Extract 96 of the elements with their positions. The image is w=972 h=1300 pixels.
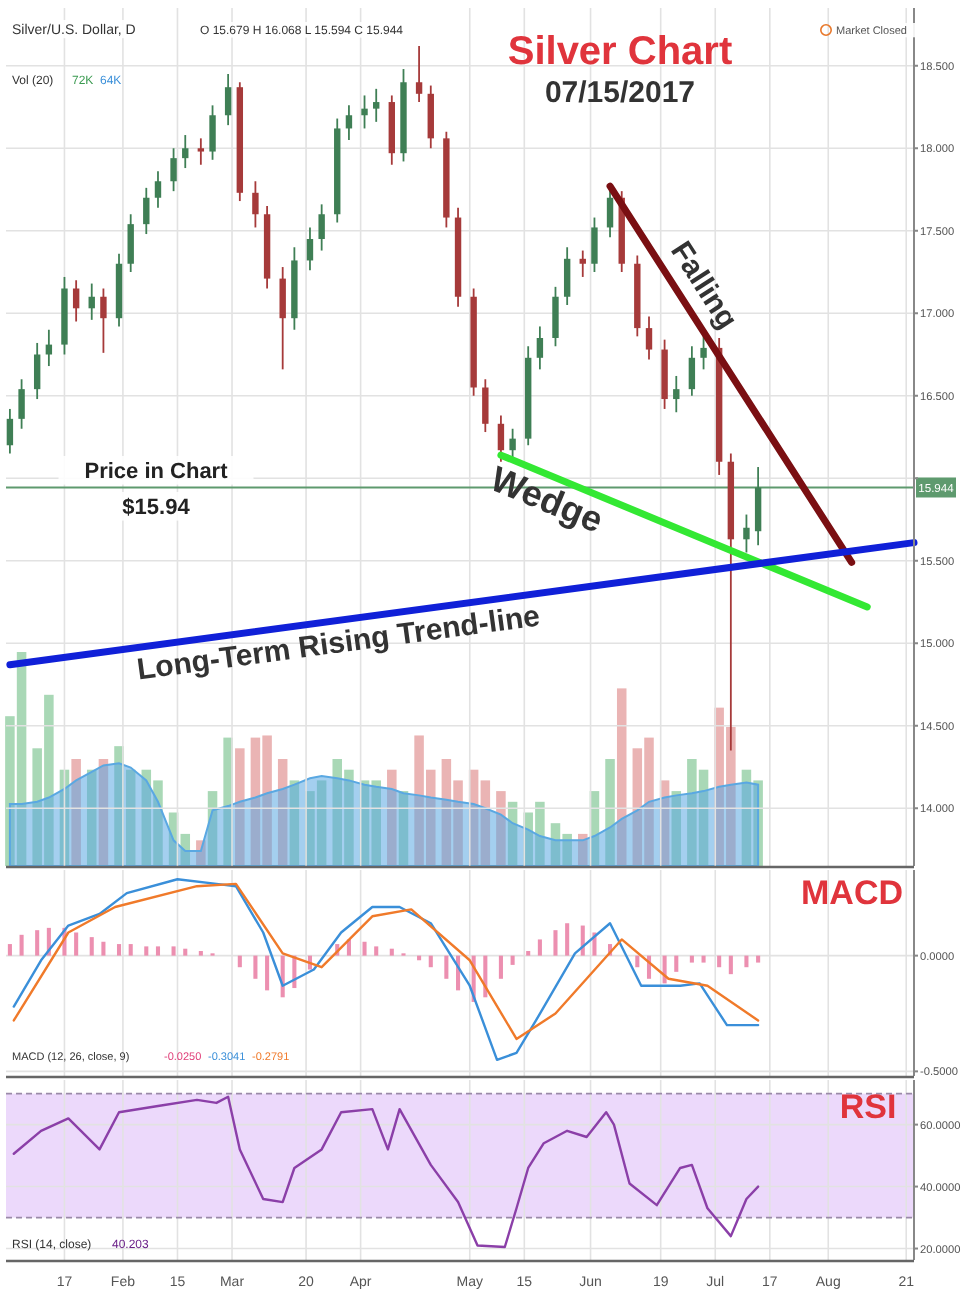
bar (756, 955, 761, 963)
bar (125, 769, 136, 866)
candlestick (18, 378, 25, 430)
candlestick (45, 328, 53, 367)
candlestick (743, 513, 750, 554)
bar (616, 688, 627, 866)
candlestick (345, 104, 353, 141)
bar (507, 801, 518, 866)
bar (605, 759, 615, 866)
candlestick (645, 315, 653, 361)
candlestick (224, 73, 232, 127)
candlestick (143, 186, 150, 235)
bar (689, 955, 694, 963)
candlestick (154, 170, 162, 209)
candlestick (497, 414, 505, 463)
candlestick (536, 325, 544, 371)
candlestick (306, 226, 314, 272)
text: Silver Chart (507, 30, 733, 74)
bar (289, 780, 300, 866)
chart-title: MACD (801, 874, 903, 912)
text: 07/15/2017 (544, 76, 696, 110)
candlestick (6, 408, 14, 455)
bar (671, 791, 682, 866)
bar (510, 955, 515, 965)
bar (565, 923, 570, 956)
bar (171, 946, 176, 956)
candlestick (579, 249, 586, 278)
candlestick (318, 203, 325, 252)
bar (744, 955, 749, 968)
bar (180, 833, 191, 866)
bar (387, 769, 397, 866)
annotation: Price in Chart (84, 460, 229, 484)
bar (277, 759, 288, 866)
candlestick (591, 216, 598, 273)
bar (101, 941, 106, 956)
candlestick (482, 378, 489, 433)
bar (71, 759, 81, 866)
line-series (12, 1095, 760, 1249)
bar (398, 791, 409, 866)
bar (428, 955, 433, 968)
bar (155, 946, 161, 956)
bar (19, 934, 24, 956)
candlestick (33, 342, 41, 400)
candlestick (100, 287, 107, 354)
candlestick (563, 246, 571, 306)
annotation: $15.94 (122, 496, 192, 520)
bar (183, 948, 188, 956)
bar (717, 955, 722, 968)
bar (98, 759, 109, 866)
bar (207, 791, 218, 866)
candlestick (361, 94, 368, 130)
candlestick (688, 345, 696, 397)
bar (35, 930, 40, 956)
candlestick (197, 137, 205, 166)
bar (128, 944, 133, 956)
bar (635, 955, 640, 968)
bar (7, 944, 12, 956)
bar (496, 791, 506, 866)
candlestick (373, 87, 380, 123)
bar (498, 955, 503, 979)
bar (674, 955, 679, 972)
candlestick (673, 375, 680, 414)
candlestick (427, 84, 434, 150)
bar (577, 833, 588, 866)
candlestick (279, 266, 286, 371)
bar (265, 955, 270, 991)
candlestick (509, 427, 516, 463)
candlestick (72, 279, 80, 323)
bar (253, 955, 258, 979)
bar (444, 955, 449, 979)
bar (89, 937, 94, 956)
bar (728, 955, 733, 975)
candlestick (182, 134, 189, 169)
candlestick (127, 213, 134, 273)
bar (116, 944, 122, 956)
bar (235, 748, 245, 866)
bar (74, 932, 79, 956)
bar (86, 769, 97, 866)
bar (196, 840, 206, 866)
bar (144, 946, 149, 956)
text: Long-Term Rising Trend-line (134, 599, 542, 688)
bar (237, 955, 242, 968)
bar (553, 930, 558, 956)
bar (389, 948, 394, 956)
bar (362, 941, 367, 956)
chart-title: RSI (839, 1088, 897, 1126)
bar (537, 939, 542, 956)
bar (374, 946, 379, 956)
candlestick (552, 285, 559, 348)
candlestick (415, 45, 423, 103)
candlestick (700, 335, 707, 371)
candlestick (754, 466, 762, 547)
candlestick (252, 180, 259, 229)
bar (701, 955, 706, 963)
candlestick (209, 104, 216, 161)
candlestick (170, 147, 177, 193)
